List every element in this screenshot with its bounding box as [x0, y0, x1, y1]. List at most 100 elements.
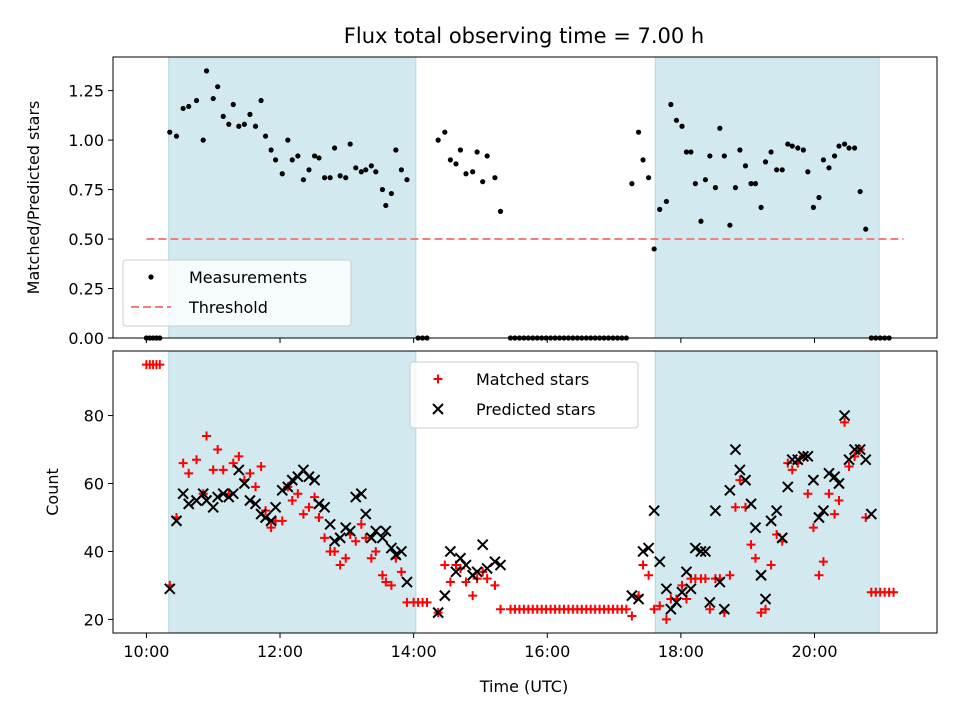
data-point [627, 611, 637, 621]
data-point [197, 487, 209, 500]
data-point [626, 589, 638, 602]
x-axis-label: Time (UTC) [479, 677, 568, 696]
data-point [476, 538, 489, 551]
data-point [494, 559, 507, 571]
data-point [356, 519, 366, 529]
data-point [355, 487, 368, 500]
data-point [324, 518, 336, 530]
data-point [758, 204, 764, 210]
data-point [651, 246, 657, 252]
data-point [774, 167, 780, 173]
series-predicted-stars [164, 409, 878, 619]
data-point [164, 583, 176, 595]
bottom-panel: 20 40 60 80 10:00 12:00 14:00 16:00 18:00 20:00 Co… [43, 350, 938, 661]
data-point [286, 474, 298, 486]
x-tick-label: 12:00 [257, 642, 303, 661]
data-point [249, 498, 262, 510]
series-measurements [143, 68, 892, 341]
data-point [865, 508, 878, 520]
legend-swatch [432, 403, 444, 415]
data-point [233, 464, 245, 476]
legend-label: Predicted stars [476, 400, 596, 419]
data-point [814, 570, 824, 580]
data-point [808, 523, 818, 533]
data-point [365, 532, 378, 544]
x-tick-label: 10:00 [123, 642, 169, 661]
data-point [432, 606, 444, 619]
data-point [712, 185, 719, 191]
data-point [311, 153, 318, 159]
data-point [238, 477, 251, 490]
data-point [178, 458, 188, 468]
data-point [318, 501, 331, 513]
data-point [247, 111, 253, 117]
data-point [762, 159, 769, 165]
data-point [729, 443, 742, 456]
data-point [635, 129, 642, 135]
data-point [440, 560, 450, 570]
data-point [795, 145, 801, 151]
data-point [371, 546, 381, 556]
data-point [344, 525, 356, 537]
data-point [321, 175, 328, 181]
data-point [366, 553, 376, 563]
data-point [202, 431, 212, 441]
data-point [836, 143, 842, 149]
data-point [727, 222, 733, 228]
data-point [215, 84, 221, 90]
data-point [680, 566, 693, 578]
data-point [251, 482, 261, 492]
data-point [779, 167, 785, 173]
data-point [468, 591, 478, 601]
data-point [685, 583, 697, 595]
y-tick-label: 80 [84, 407, 104, 426]
legend-label: Matched stars [476, 370, 589, 389]
data-point [735, 475, 745, 485]
data-point [640, 157, 646, 163]
data-point [373, 169, 379, 175]
data-point [700, 574, 710, 584]
data-point [230, 101, 236, 108]
shaded-span [655, 57, 880, 338]
data-point [313, 498, 325, 510]
legend-box [409, 361, 639, 429]
data-point [823, 467, 835, 480]
data-point [330, 546, 340, 556]
data-point [252, 123, 259, 129]
data-point [447, 157, 453, 163]
data-point [256, 462, 266, 472]
data-point [802, 450, 814, 463]
data-point [688, 149, 694, 155]
data-point [863, 226, 869, 232]
data-point [293, 489, 303, 499]
data-point [649, 604, 659, 614]
data-point [460, 559, 472, 571]
data-point [826, 165, 832, 171]
legend-swatch [433, 374, 443, 384]
data-point [262, 133, 269, 139]
data-point [368, 163, 374, 169]
y-tick-label: 20 [84, 610, 104, 629]
data-point [714, 576, 726, 588]
data-point [304, 502, 314, 512]
data-point [642, 542, 655, 554]
data-point [759, 593, 772, 605]
data-point [351, 536, 361, 546]
data-point [810, 204, 817, 210]
data-point [453, 161, 459, 167]
plot-frame [112, 56, 938, 339]
data-point [704, 596, 716, 609]
data-point [337, 173, 343, 179]
data-point [745, 498, 757, 510]
data-point [489, 555, 501, 568]
data-point [207, 501, 219, 513]
data-point [155, 360, 165, 370]
data-point [660, 583, 673, 595]
data-point [768, 149, 774, 155]
data-point [277, 516, 287, 526]
y-tick-label: 40 [84, 542, 104, 561]
data-point [752, 181, 759, 187]
data-point [334, 532, 346, 544]
data-point [721, 153, 727, 159]
data-point [797, 450, 810, 463]
